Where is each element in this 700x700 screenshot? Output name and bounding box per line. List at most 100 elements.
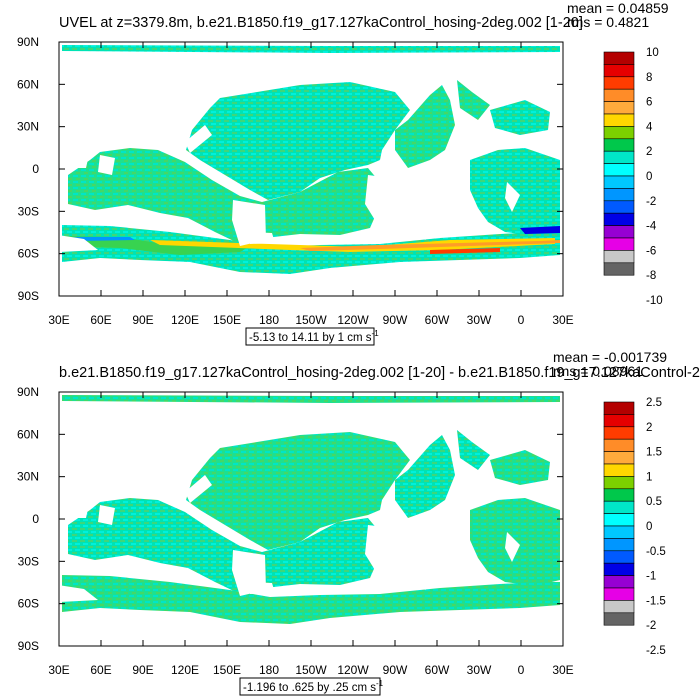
colorbar-swatch: [603, 225, 635, 239]
panel-1-ticks: [58, 41, 564, 297]
colorbar-label: -1.5: [646, 595, 666, 607]
y-tick-label: 30N: [17, 470, 39, 484]
panel-2-mean: mean = -0.001739: [553, 349, 667, 365]
colorbar-swatch: [603, 476, 635, 490]
panel-2-contour-info-box: [239, 677, 381, 696]
x-tick-label: 30E: [552, 663, 573, 677]
panel-1-x-tick-labels: 30E 60E 90E 120E 150E 180 150W 120W 90W 60W 30W 0 30…: [48, 313, 573, 327]
panel-1-y-tick-labels: 90N 60N 30N 0 30S 60S 90S: [17, 35, 39, 303]
colorbar-swatch: [603, 88, 635, 102]
panel-2-ticks: [58, 391, 564, 647]
colorbar-label: -8: [646, 270, 656, 282]
colorbar-label: 0: [646, 171, 652, 183]
x-tick-label: 0: [518, 663, 525, 677]
panel-1-contour-info-exponent: -1: [372, 329, 380, 338]
y-tick-label: 60S: [18, 247, 39, 261]
panel-2-x-tick-labels: 30E 60E 90E 120E 150E 180 150W 120W 90W 60W 30W 0 30…: [48, 663, 573, 677]
colorbar-swatch: [603, 463, 635, 477]
colorbar-swatch: [603, 426, 635, 440]
colorbar-label: -2.5: [646, 645, 666, 657]
panel-1-contour-info: -5.13 to 14.11 by 1 cm s-1: [249, 329, 379, 344]
colorbar-swatch: [603, 163, 635, 177]
x-tick-label: 120W: [337, 663, 369, 677]
panel-1-mean: mean = 0.04859: [567, 0, 669, 16]
x-tick-label: 150E: [213, 313, 241, 327]
colorbar-swatch: [603, 76, 635, 90]
x-tick-label: 30E: [48, 663, 69, 677]
colorbar-label: 1.5: [646, 447, 662, 459]
y-tick-label: 90N: [17, 385, 39, 399]
y-tick-label: 90S: [18, 639, 39, 653]
x-tick-label: 30E: [552, 313, 573, 327]
y-tick-label: 60N: [17, 77, 39, 91]
colorbar-swatch: [603, 262, 635, 276]
colorbar-swatch: [603, 150, 635, 164]
panel-2-y-tick-labels: 90N 60N 30N 0 30S 60S 90S: [17, 385, 39, 653]
colorbar-label: -2: [646, 620, 656, 632]
panel-2-contour-info: -1.196 to .625 by .25 cm s-1: [243, 679, 384, 694]
colorbar-label: 6: [646, 97, 652, 109]
panel-2-title: b.e21.B1850.f19_g17.127kaControl_hosing-…: [59, 365, 700, 381]
colorbar-swatch: [603, 612, 635, 626]
y-tick-label: 0: [32, 162, 39, 176]
x-tick-label: 150E: [213, 663, 241, 677]
colorbar-label: 8: [646, 72, 652, 84]
colorbar-swatch: [603, 51, 635, 65]
colorbar-swatch: [603, 188, 635, 202]
colorbar-swatch: [603, 414, 635, 428]
colorbar-swatch: [603, 212, 635, 226]
colorbar-swatch: [603, 587, 635, 601]
colorbar-swatch: [603, 600, 635, 614]
colorbar-label: 1: [646, 471, 652, 483]
y-tick-label: 90N: [17, 35, 39, 49]
y-tick-label: 60N: [17, 427, 39, 441]
colorbar-swatch: [603, 200, 635, 214]
panel-1-ocean-field: [58, 45, 560, 274]
colorbar-swatch: [603, 488, 635, 502]
x-tick-label: 60W: [425, 663, 450, 677]
colorbar-swatch: [603, 237, 635, 251]
x-tick-label: 90W: [383, 313, 408, 327]
colorbar-swatch: [603, 113, 635, 127]
x-tick-label: 30W: [467, 313, 492, 327]
colorbar-label: 2: [646, 422, 652, 434]
x-tick-label: 60W: [425, 313, 450, 327]
colorbar-swatch: [603, 138, 635, 152]
colorbar-swatch: [603, 550, 635, 564]
x-tick-label: 150W: [295, 313, 327, 327]
panel-2: b.e21.B1850.f19_g17.127kaControl_hosing-…: [17, 349, 700, 696]
colorbar-swatch: [603, 126, 635, 140]
x-tick-label: 120W: [337, 313, 369, 327]
panel-2-colorbar: 2.5 2 1.5 1 0.5 0 -0.5 -1 -1.5 -2 -2.5: [603, 397, 666, 657]
x-tick-label: 180: [259, 663, 279, 677]
panel-1-rms: rms = 0.4821: [567, 14, 649, 30]
colorbar-swatch: [603, 575, 635, 589]
panel-2-contour-info-exponent: -1: [376, 679, 384, 688]
colorbar-swatch: [603, 101, 635, 115]
colorbar-label: 2.5: [646, 397, 662, 409]
x-tick-label: 90E: [132, 663, 153, 677]
colorbar-swatch: [603, 525, 635, 539]
x-tick-label: 120E: [171, 663, 199, 677]
y-tick-label: 30S: [18, 204, 39, 218]
colorbar-swatch: [603, 513, 635, 527]
colorbar-label: 0.5: [646, 496, 662, 508]
colorbar-label: -4: [646, 221, 657, 233]
colorbar-label: -10: [646, 295, 663, 307]
panel-1: UVEL at z=3379.8m, b.e21.B1850.f19_g17.1…: [17, 0, 669, 346]
y-tick-label: 30S: [18, 554, 39, 568]
colorbar-swatch: [603, 401, 635, 415]
colorbar-label: 4: [646, 121, 653, 133]
colorbar-label: -1: [646, 571, 656, 583]
colorbar-swatch: [603, 562, 635, 576]
y-tick-label: 30N: [17, 120, 39, 134]
colorbar-label: 10: [646, 47, 659, 59]
x-tick-label: 30W: [467, 663, 492, 677]
x-tick-label: 180: [259, 313, 279, 327]
x-tick-label: 90W: [383, 663, 408, 677]
y-tick-label: 60S: [18, 597, 39, 611]
colorbar-label: -0.5: [646, 546, 666, 558]
x-tick-label: 150W: [295, 663, 327, 677]
panel-2-rms: rms = 0.08961: [553, 363, 643, 379]
